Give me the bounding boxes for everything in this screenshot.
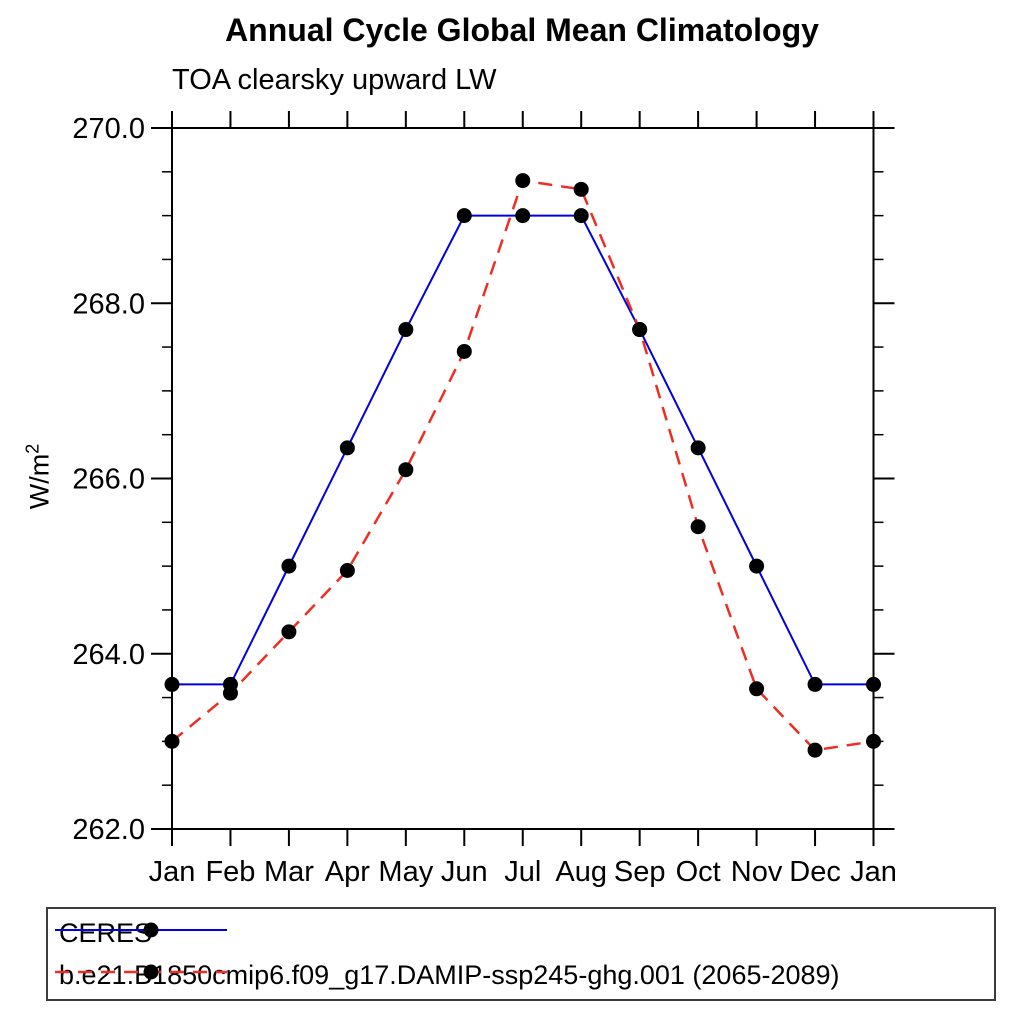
x-tick-label: Jan [850, 856, 897, 888]
series-line-0 [172, 214, 874, 686]
data-point-marker [749, 558, 765, 574]
data-point-marker [222, 685, 238, 701]
data-point-marker [807, 742, 823, 758]
data-point-marker [281, 624, 297, 640]
x-tick-label: Mar [264, 856, 314, 888]
data-point-marker [456, 343, 472, 359]
data-point-marker [456, 208, 472, 224]
legend-label-model: b.e21.B1850cmip6.f09_g17.DAMIP-ssp245-gh… [59, 959, 840, 990]
data-point-marker [632, 322, 648, 338]
legend-sample-solid-line [55, 922, 227, 938]
data-point-marker [398, 322, 414, 338]
x-tick-label: May [378, 856, 433, 888]
legend-label-ceres: CERES [59, 917, 153, 948]
y-tick-label: 268.0 [72, 288, 145, 320]
data-point-marker [164, 733, 180, 749]
x-tick-label: Oct [676, 856, 721, 888]
x-tick-label: Sep [614, 856, 666, 888]
data-point-marker [866, 676, 881, 692]
data-point-marker [807, 676, 823, 692]
data-point-marker [690, 440, 706, 456]
x-tick-label: Aug [555, 856, 607, 888]
data-point-marker [281, 558, 297, 574]
y-tick-label: 266.0 [72, 464, 145, 496]
x-tick-label: Nov [731, 856, 783, 888]
data-point-marker [515, 173, 531, 189]
legend-item-model: b.e21.B1850cmip6.f09_g17.DAMIP-ssp245-gh… [51, 959, 840, 990]
y-tick-label: 270.0 [72, 113, 145, 145]
y-tick-label: 264.0 [72, 639, 145, 671]
x-tick-label: Apr [325, 856, 370, 888]
data-point-marker [339, 440, 355, 456]
x-tick-label: Jun [441, 856, 488, 888]
data-point-marker [515, 208, 531, 224]
data-point-marker [573, 208, 589, 224]
legend-sample-dashed-line [55, 964, 227, 980]
x-tick-label: Jul [504, 856, 541, 888]
data-point-marker [164, 676, 180, 692]
data-point-marker [573, 181, 589, 197]
data-point-marker [339, 563, 355, 579]
data-point-marker [690, 519, 706, 535]
data-point-marker [866, 733, 881, 749]
chart-title: Annual Cycle Global Mean Climatology [225, 12, 819, 48]
x-tick-label: Jan [149, 856, 196, 888]
legend-item-ceres: CERES [51, 917, 227, 948]
series-line-1 [171, 179, 874, 752]
plot-frame [171, 127, 875, 830]
data-point-marker [749, 681, 765, 697]
legend-box: CERES b.e21.B1850cmip6.f09_g17.DAMIP-ssp… [46, 907, 996, 1001]
x-tick-label: Dec [789, 856, 841, 888]
chart-subtitle: TOA clearsky upward LW [172, 64, 497, 96]
y-tick-label: 262.0 [72, 814, 145, 846]
x-tick-label: Feb [205, 856, 255, 888]
data-point-marker [398, 462, 414, 478]
